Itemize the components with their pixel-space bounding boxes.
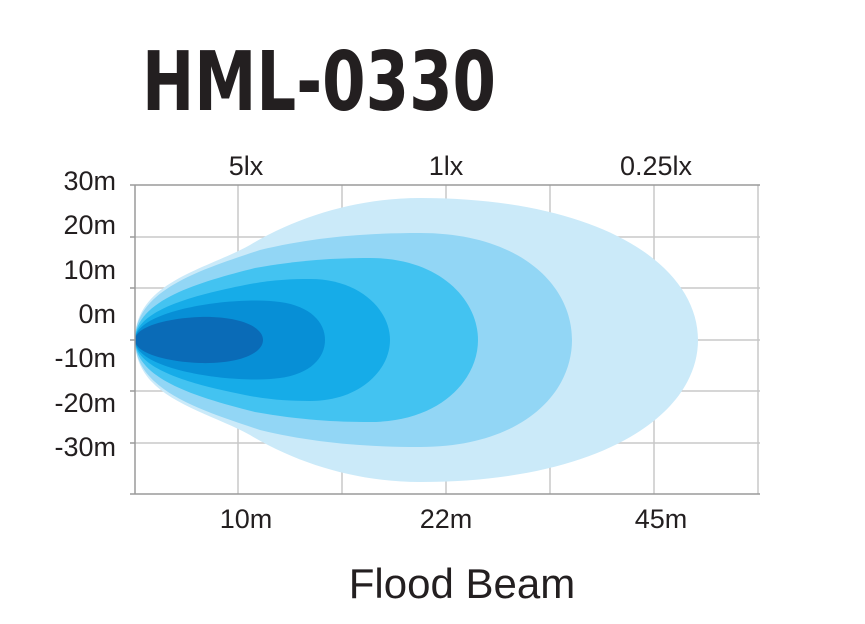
chart-title: HML-0330 bbox=[142, 35, 496, 130]
y-tick-label: 0m bbox=[78, 299, 116, 329]
y-tick-label: 10m bbox=[63, 255, 116, 285]
beam-zones bbox=[135, 198, 698, 482]
y-tick-label: -30m bbox=[54, 432, 116, 462]
y-tick-label: -10m bbox=[54, 343, 116, 373]
lux-label: 1lx bbox=[429, 151, 464, 181]
lux-labels: 5lx 1lx 0.25lx bbox=[229, 151, 693, 181]
distance-label: 22m bbox=[420, 504, 473, 534]
lux-label: 0.25lx bbox=[620, 151, 693, 181]
lux-label: 5lx bbox=[229, 151, 264, 181]
beam-type-label: Flood Beam bbox=[349, 560, 575, 607]
distance-labels: 10m 22m 45m bbox=[220, 504, 688, 534]
distance-label: 45m bbox=[635, 504, 688, 534]
y-tick-label: 20m bbox=[63, 210, 116, 240]
y-tick-label: 30m bbox=[63, 166, 116, 196]
axes bbox=[130, 184, 760, 495]
y-tick-labels: 30m 20m 10m 0m -10m -20m -30m bbox=[54, 166, 116, 462]
y-tick-label: -20m bbox=[54, 388, 116, 418]
distance-label: 10m bbox=[220, 504, 273, 534]
beam-zone-10lx bbox=[135, 316, 263, 364]
